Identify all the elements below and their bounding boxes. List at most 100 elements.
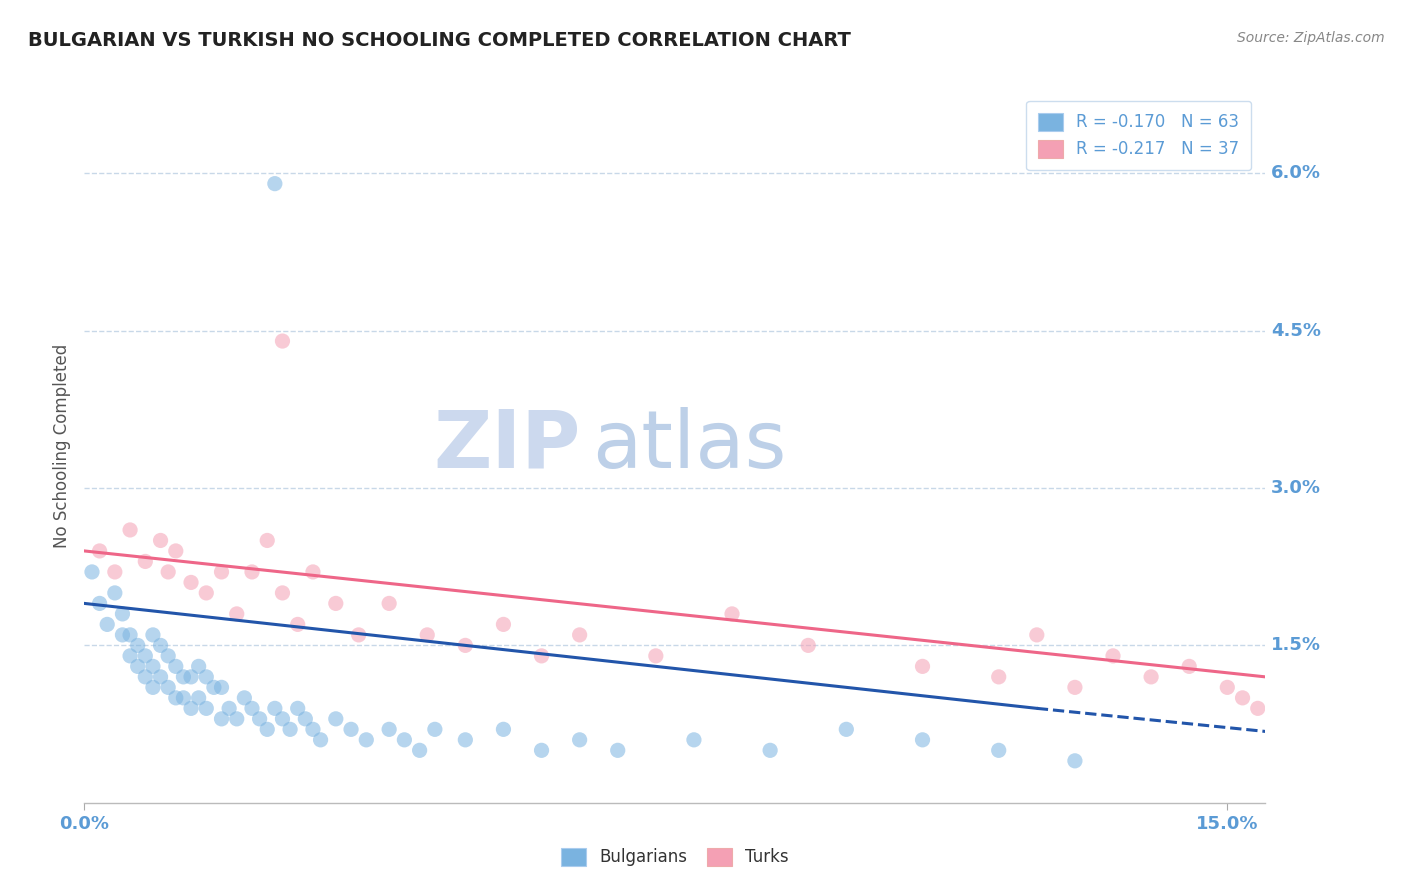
Point (759, 743, 782, 757)
Point (218, 701, 240, 715)
Point (256, 723, 278, 737)
Text: 4.5%: 4.5% (1271, 321, 1322, 340)
Point (492, 723, 515, 737)
Point (127, 639, 149, 653)
Point (1247, 701, 1270, 715)
Point (408, 743, 430, 757)
Point (172, 690, 194, 705)
Point (195, 670, 218, 684)
Point (1178, 659, 1201, 673)
Point (180, 701, 202, 715)
Point (263, 177, 285, 191)
Point (195, 586, 218, 600)
Point (394, 732, 416, 747)
Point (835, 723, 858, 737)
Point (111, 628, 134, 642)
Point (225, 607, 247, 621)
Point (568, 732, 591, 747)
Point (271, 334, 294, 348)
Point (1025, 628, 1047, 642)
Point (492, 617, 515, 632)
Point (249, 712, 271, 726)
Point (157, 565, 180, 579)
Point (120, 523, 142, 537)
Point (134, 648, 156, 663)
Point (256, 533, 278, 548)
Point (149, 670, 172, 684)
Point (111, 607, 134, 621)
Point (568, 628, 591, 642)
Point (416, 628, 439, 642)
Point (127, 659, 149, 673)
Point (911, 659, 934, 673)
Point (104, 565, 127, 579)
Point (294, 712, 316, 726)
Point (172, 670, 194, 684)
Point (797, 639, 820, 653)
Point (302, 565, 325, 579)
Point (149, 533, 172, 548)
Point (165, 659, 187, 673)
Text: ZIP: ZIP (433, 407, 581, 485)
Text: 3.0%: 3.0% (1271, 479, 1322, 497)
Point (287, 701, 309, 715)
Point (911, 732, 934, 747)
Text: 6.0%: 6.0% (1271, 164, 1322, 182)
Point (454, 732, 477, 747)
Point (530, 648, 553, 663)
Point (142, 681, 165, 695)
Point (1102, 648, 1125, 663)
Point (104, 586, 127, 600)
Text: Source: ZipAtlas.com: Source: ZipAtlas.com (1237, 31, 1385, 45)
Point (454, 639, 477, 653)
Point (325, 712, 347, 726)
Point (134, 554, 156, 568)
Point (195, 701, 218, 715)
Point (1064, 681, 1087, 695)
Point (378, 596, 401, 610)
Point (606, 743, 628, 757)
Point (80, 565, 103, 579)
Point (142, 628, 165, 642)
Point (240, 565, 263, 579)
Point (180, 575, 202, 590)
Point (721, 607, 744, 621)
Text: BULGARIAN VS TURKISH NO SCHOOLING COMPLETED CORRELATION CHART: BULGARIAN VS TURKISH NO SCHOOLING COMPLE… (28, 31, 851, 50)
Point (89, 596, 111, 610)
Point (157, 648, 180, 663)
Point (142, 659, 165, 673)
Point (120, 648, 142, 663)
Point (120, 628, 142, 642)
Text: 1.5%: 1.5% (1271, 636, 1322, 655)
Point (302, 723, 325, 737)
Point (233, 690, 256, 705)
Point (378, 723, 401, 737)
Point (271, 586, 294, 600)
Point (1140, 670, 1163, 684)
Point (165, 690, 187, 705)
Point (1064, 754, 1087, 768)
Point (287, 617, 309, 632)
Y-axis label: No Schooling Completed: No Schooling Completed (53, 344, 72, 548)
Point (325, 596, 347, 610)
Point (187, 690, 209, 705)
Point (165, 544, 187, 558)
Point (134, 670, 156, 684)
Point (356, 732, 378, 747)
Point (423, 723, 446, 737)
Point (180, 670, 202, 684)
Point (987, 743, 1010, 757)
Point (96, 617, 118, 632)
Point (225, 712, 247, 726)
Point (1216, 681, 1239, 695)
Point (1232, 690, 1254, 705)
Point (263, 701, 285, 715)
Point (149, 639, 172, 653)
Point (157, 681, 180, 695)
Point (211, 565, 233, 579)
Point (644, 648, 666, 663)
Legend: Bulgarians, Turks: Bulgarians, Turks (554, 841, 796, 873)
Point (271, 712, 294, 726)
Point (987, 670, 1010, 684)
Point (202, 681, 225, 695)
